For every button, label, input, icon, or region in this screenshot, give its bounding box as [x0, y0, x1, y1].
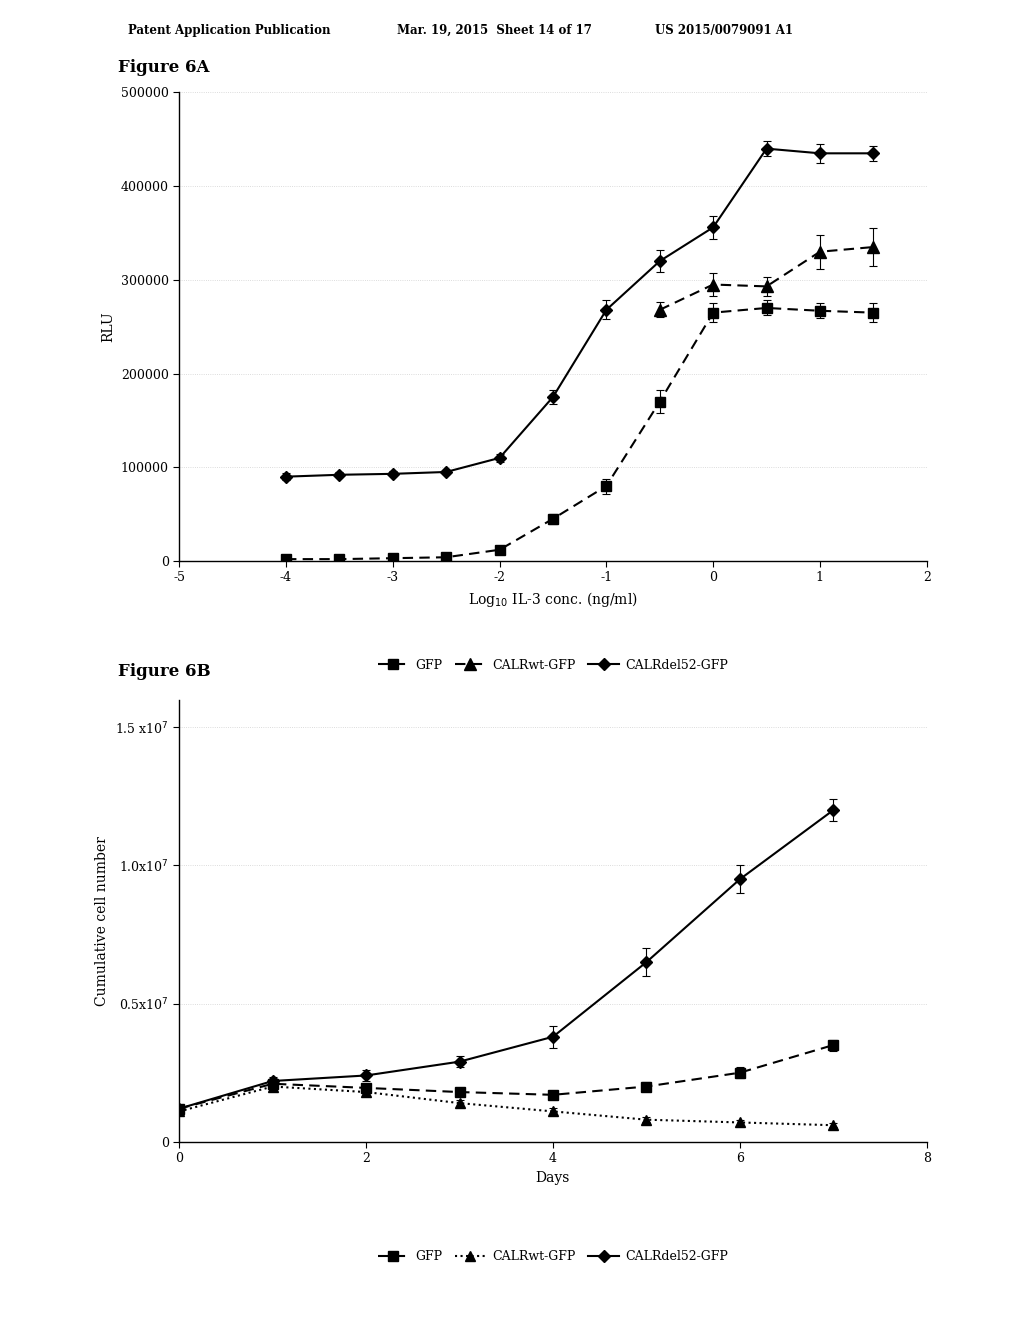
Text: US 2015/0079091 A1: US 2015/0079091 A1 [655, 24, 794, 37]
Legend: GFP, CALRwt-GFP, CALRdel52-GFP: GFP, CALRwt-GFP, CALRdel52-GFP [373, 1245, 733, 1269]
X-axis label: Days: Days [536, 1171, 570, 1185]
Y-axis label: RLU: RLU [101, 312, 116, 342]
Y-axis label: Cumulative cell number: Cumulative cell number [95, 836, 110, 1006]
Text: Figure 6B: Figure 6B [118, 663, 210, 680]
Text: Figure 6A: Figure 6A [118, 59, 209, 77]
Text: Patent Application Publication: Patent Application Publication [128, 24, 331, 37]
X-axis label: Log$_{10}$ IL-3 conc. (ng/ml): Log$_{10}$ IL-3 conc. (ng/ml) [468, 590, 638, 609]
Text: Mar. 19, 2015  Sheet 14 of 17: Mar. 19, 2015 Sheet 14 of 17 [397, 24, 592, 37]
Legend: GFP, CALRwt-GFP, CALRdel52-GFP: GFP, CALRwt-GFP, CALRdel52-GFP [373, 653, 733, 677]
